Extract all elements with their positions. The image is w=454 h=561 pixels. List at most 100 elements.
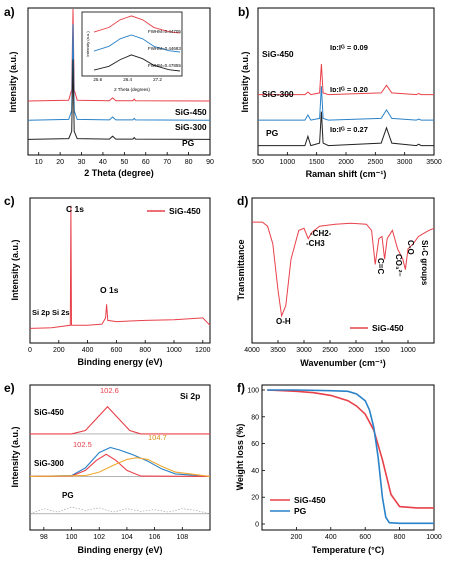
x-tick-label: 60 bbox=[142, 159, 150, 166]
panel-b-ratio-pg: Iᴅ:Iᴳ = 0.27 bbox=[330, 125, 368, 134]
panel-e-peak-1026: 102.6 bbox=[100, 386, 119, 395]
x-tick-label: 1500 bbox=[309, 159, 325, 166]
x-tick-label: 2000 bbox=[348, 347, 364, 354]
x-tick-label: 4000 bbox=[244, 347, 260, 354]
inset-x-axis: 25.6 26.4 27.2 bbox=[93, 77, 162, 82]
panel-c-frame bbox=[29, 197, 211, 344]
inset-series-line bbox=[93, 15, 181, 34]
panel-c-peak-si: Si 2p Si 2s bbox=[32, 308, 70, 317]
inset-x-label: 2 Theta (degrees) bbox=[114, 87, 150, 92]
y-tick-label: 0 bbox=[255, 522, 259, 529]
x-tick-label: 1000 bbox=[280, 159, 296, 166]
panel-e-frame bbox=[29, 384, 211, 531]
panel-e-label-sig450: SiG-450 bbox=[34, 408, 64, 417]
panel-f-axes: 200 400 600 800 1000 0 20 40 60 80 100 bbox=[247, 388, 442, 542]
y-tick-label: 20 bbox=[251, 495, 259, 502]
panel-f-frame bbox=[261, 384, 435, 531]
x-tick-label: 100 bbox=[66, 534, 78, 541]
panel-c-x-label: Binding energy (eV) bbox=[77, 357, 162, 367]
y-tick-label: 40 bbox=[251, 468, 259, 475]
panel-d-band-co: C-O bbox=[406, 240, 415, 255]
x-tick-label: 800 bbox=[394, 534, 406, 541]
panel-b-ratio-sig450: Iᴅ:Iᴳ = 0.09 bbox=[330, 43, 368, 52]
panel-b-label-sig450: SiG-450 bbox=[262, 49, 294, 59]
panel-e-plot-area bbox=[29, 405, 211, 515]
x-tick-label: 104 bbox=[121, 534, 133, 541]
x-tick-label: 70 bbox=[163, 159, 171, 166]
x-tick-label: 1000 bbox=[166, 347, 182, 354]
x-tick-label: 1500 bbox=[374, 347, 390, 354]
y-tick-label: 80 bbox=[251, 414, 259, 421]
panel-a-letter: a) bbox=[4, 5, 15, 19]
series-line bbox=[29, 457, 211, 477]
panel-c-peak-c1s: C 1s bbox=[66, 204, 84, 214]
y-tick-label: 100 bbox=[247, 388, 259, 395]
x-tick-label: 3000 bbox=[397, 159, 413, 166]
panel-d-legend-label: SiG-450 bbox=[372, 323, 404, 333]
panel-d-band-ch3: -CH3 bbox=[306, 239, 325, 248]
inset-fwhm-sig300: FWHM=0.44683 bbox=[148, 46, 181, 51]
panel-b-label-pg: PG bbox=[266, 128, 279, 138]
series-line bbox=[267, 389, 434, 525]
x-tick-label: 50 bbox=[120, 159, 128, 166]
panel-d-y-label: Transmittance bbox=[236, 239, 246, 300]
panel-e-peak-1025: 102.5 bbox=[73, 440, 92, 449]
panel-a-label-sig300: SiG-300 bbox=[175, 122, 207, 132]
panel-f: f) 200 400 600 800 1000 0 20 40 60 80 100 Temperat… bbox=[235, 381, 442, 555]
series-line bbox=[29, 205, 211, 329]
series-line bbox=[30, 405, 210, 435]
inset-fwhm-pg: FWHM=0.47855 bbox=[148, 63, 181, 68]
x-tick-label: 400 bbox=[325, 534, 337, 541]
inset-plot-area bbox=[93, 15, 181, 72]
y-tick-label: 60 bbox=[251, 441, 259, 448]
panel-e-label-sig300: SiG-300 bbox=[34, 459, 64, 468]
inset-x-tick-label: 27.2 bbox=[153, 77, 162, 82]
inset-series-line bbox=[93, 34, 181, 53]
panel-f-legend-sig450: SiG-450 bbox=[294, 495, 326, 505]
panel-d-band-oh: O-H bbox=[276, 317, 291, 326]
x-tick-label: 1000 bbox=[426, 534, 442, 541]
panel-f-plot-area bbox=[267, 389, 434, 525]
x-tick-label: 800 bbox=[139, 347, 151, 354]
x-tick-label: 0 bbox=[28, 347, 32, 354]
panel-a-plot-area bbox=[27, 8, 211, 140]
panel-d-band-sic: Si-C groups bbox=[420, 240, 429, 286]
x-tick-label: 1000 bbox=[400, 347, 416, 354]
panel-e-x-label: Binding energy (eV) bbox=[77, 545, 162, 555]
series-line bbox=[267, 389, 434, 509]
x-tick-label: 90 bbox=[206, 159, 214, 166]
x-tick-label: 2000 bbox=[338, 159, 354, 166]
panel-e-x-axis: 98 100 102 104 106 108 bbox=[40, 527, 188, 541]
panel-a-x-label: 2 Theta (degree) bbox=[84, 168, 154, 178]
x-tick-label: 1200 bbox=[195, 347, 211, 354]
panel-b-plot-area bbox=[258, 63, 434, 147]
x-tick-label: 98 bbox=[40, 534, 48, 541]
series-line bbox=[252, 221, 435, 318]
series-line bbox=[27, 59, 211, 140]
panel-c: c) 0 200 400 600 800 1000 1200 Binding energy … bbox=[4, 194, 211, 367]
series-line bbox=[29, 453, 211, 477]
inset-x-tick-label: 26.4 bbox=[123, 77, 132, 82]
panel-b-letter: b) bbox=[238, 5, 249, 19]
panel-e: e) 98 100 102 104 106 108 Binding energy (eV)… bbox=[4, 381, 211, 555]
panel-e-title: Si 2p bbox=[180, 391, 200, 401]
panel-a-x-axis: 10 20 30 40 50 60 70 80 90 bbox=[35, 152, 214, 166]
x-tick-label: 200 bbox=[53, 347, 65, 354]
x-tick-label: 102 bbox=[93, 534, 105, 541]
panel-b-label-sig300: SiG-300 bbox=[262, 89, 294, 99]
x-tick-label: 2500 bbox=[322, 347, 338, 354]
panel-b-x-label: Raman shift (cm⁻¹) bbox=[306, 169, 387, 179]
x-tick-label: 80 bbox=[185, 159, 193, 166]
x-tick-label: 20 bbox=[56, 159, 64, 166]
panel-f-letter: f) bbox=[237, 381, 245, 395]
panel-a-frame bbox=[27, 7, 211, 156]
panel-c-letter: c) bbox=[4, 194, 15, 208]
panel-c-legend-label: SiG-450 bbox=[169, 206, 201, 216]
panel-f-y-label: Weight loss (%) bbox=[235, 424, 245, 491]
panel-e-letter: e) bbox=[4, 381, 15, 395]
inset-frame bbox=[81, 11, 183, 77]
x-tick-label: 108 bbox=[176, 534, 188, 541]
panel-c-plot-area bbox=[29, 205, 211, 329]
panel-c-y-label: Intensity (a.u.) bbox=[10, 239, 20, 300]
